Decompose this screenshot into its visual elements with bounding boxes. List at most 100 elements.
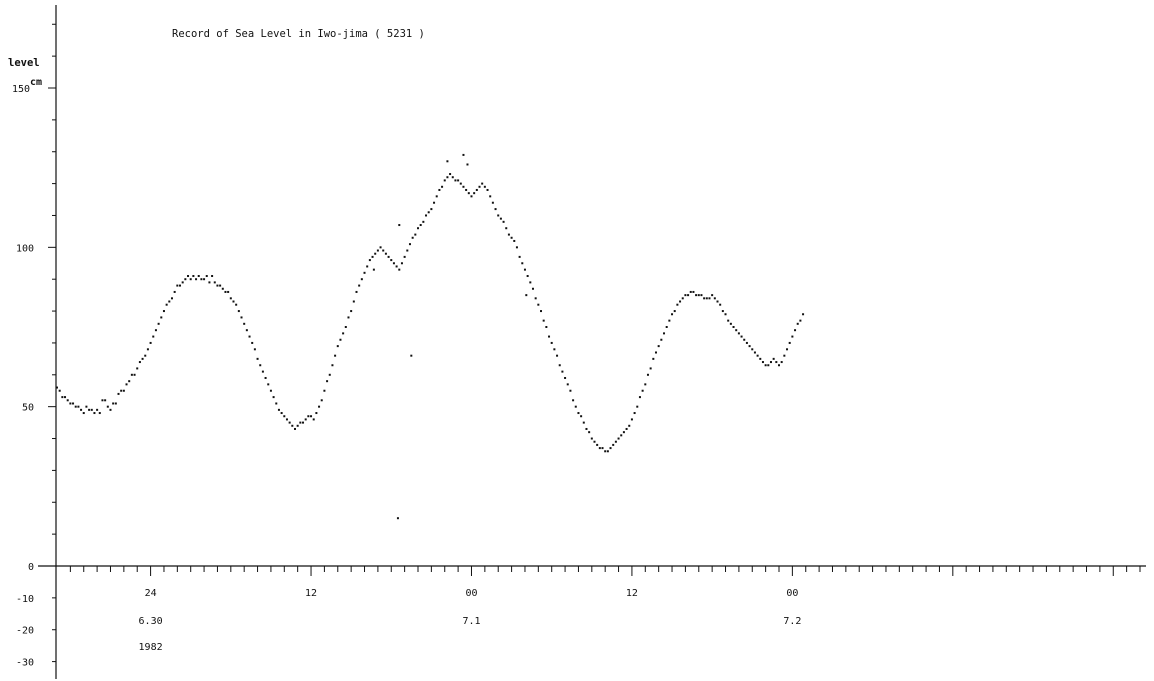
data-point [197, 275, 200, 278]
data-point [395, 265, 398, 268]
data-point [451, 176, 454, 179]
data-point [251, 341, 254, 344]
data-point [525, 294, 528, 297]
data-point [379, 246, 382, 249]
data-point [146, 348, 149, 351]
data-point [676, 303, 679, 306]
data-point [729, 322, 732, 325]
data-point [465, 188, 468, 191]
data-point [430, 208, 433, 211]
data-point [510, 236, 513, 239]
data-point [470, 195, 473, 198]
data-point [162, 310, 165, 313]
x-axis-ticks: 24 12 00 12 00 6.30 1982 7.1 7.2 [69, 566, 1141, 653]
data-point [489, 195, 492, 198]
data-point [719, 303, 722, 306]
data-point [240, 316, 243, 319]
data-point [564, 376, 567, 379]
chart-title: Record of Sea Level in Iwo-jima ( 5231 ) [172, 28, 425, 40]
data-point [441, 185, 444, 188]
data-point [574, 405, 577, 408]
data-point [72, 402, 75, 405]
axes [38, 5, 1146, 679]
data-point [291, 424, 294, 427]
data-point [499, 217, 502, 220]
data-point [160, 316, 163, 319]
data-point [507, 233, 510, 236]
data-point [336, 345, 339, 348]
data-point [261, 370, 264, 373]
data-point [277, 408, 280, 411]
data-point [727, 319, 730, 322]
data-point [622, 431, 625, 434]
date-label: 1982 [139, 642, 163, 653]
data-point [802, 313, 805, 316]
data-point [283, 415, 286, 418]
data-point [761, 361, 764, 364]
data-point [620, 434, 623, 437]
date-label: 6.30 [139, 616, 163, 627]
data-point [601, 447, 604, 450]
data-point [786, 348, 789, 351]
data-point [414, 233, 417, 236]
data-point [606, 450, 609, 453]
y-tick-label: 100 [16, 243, 34, 254]
data-point [58, 389, 61, 392]
data-point [227, 290, 230, 293]
data-point [80, 408, 83, 411]
data-point [772, 357, 775, 360]
data-point [497, 214, 500, 217]
data-point [799, 319, 802, 322]
data-point [625, 427, 628, 430]
data-point [334, 354, 337, 357]
data-point [323, 389, 326, 392]
data-point [130, 373, 133, 376]
data-point [331, 364, 334, 367]
data-point [74, 405, 77, 408]
data-point [630, 418, 633, 421]
data-point [572, 399, 575, 402]
data-point [213, 281, 216, 284]
data-point [604, 450, 607, 453]
data-point [112, 402, 115, 405]
data-point [531, 287, 534, 290]
data-point [689, 290, 692, 293]
data-point [384, 252, 387, 255]
data-point [141, 357, 144, 360]
data-point [82, 412, 85, 415]
data-point [724, 313, 727, 316]
data-point [638, 396, 641, 399]
data-point [609, 447, 612, 450]
data-point [780, 361, 783, 364]
data-point [136, 367, 139, 370]
data-point [205, 275, 208, 278]
data-point [446, 160, 449, 163]
data-point [307, 415, 310, 418]
data-point [475, 188, 478, 191]
data-point [106, 405, 109, 408]
data-point [759, 357, 762, 360]
data-point [376, 249, 379, 252]
data-point [358, 284, 361, 287]
data-point [288, 421, 291, 424]
data-point [652, 357, 655, 360]
data-point [259, 364, 262, 367]
data-point [224, 290, 227, 293]
data-point [109, 408, 112, 411]
data-point [665, 326, 668, 328]
data-point [612, 443, 615, 446]
data-point [267, 383, 270, 386]
data-point [692, 290, 695, 293]
data-point [417, 227, 419, 230]
data-point [342, 332, 345, 335]
data-point [98, 412, 101, 415]
x-tick-label: 12 [626, 588, 638, 599]
data-point [705, 297, 708, 300]
data-point [617, 437, 620, 440]
y-tick-label: -20 [16, 626, 34, 637]
data-point [687, 294, 690, 297]
data-point [396, 517, 399, 520]
data-point [526, 275, 529, 278]
data-point [406, 249, 409, 252]
